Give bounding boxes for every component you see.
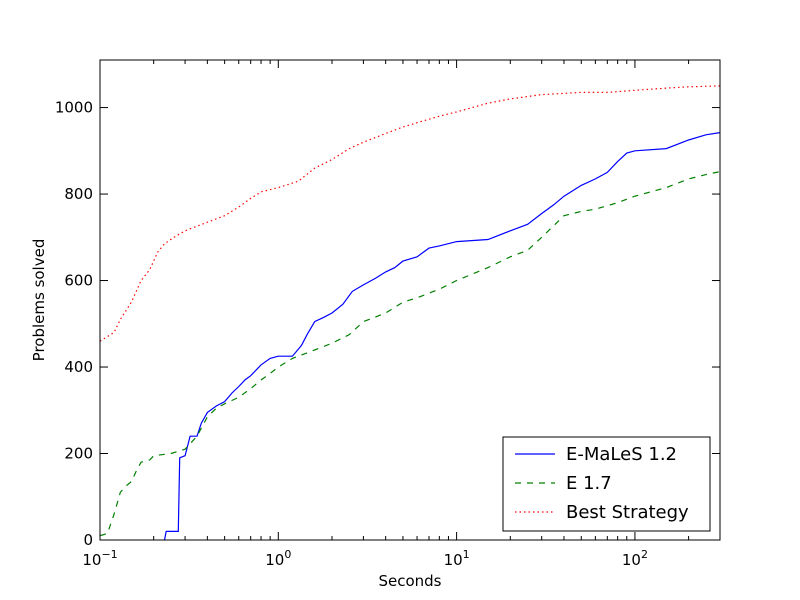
y-tick-label: 400	[64, 358, 93, 376]
x-tick-label: 102	[622, 548, 648, 569]
x-tick-label: 101	[444, 548, 470, 569]
legend-label-1: E 1.7	[566, 473, 612, 494]
legend-label-2: Best Strategy	[566, 502, 689, 523]
plot-frame	[99, 59, 721, 541]
x-tick-label-base: 10	[444, 551, 463, 569]
legend: E-MaLeS 1.2 E 1.7 Best Strategy	[502, 436, 711, 532]
x-tick-label-exponent: 0	[284, 548, 291, 561]
x-tick-label-base: 10	[265, 551, 284, 569]
series-line-1	[99, 171, 721, 537]
x-tick-label-exponent: 1	[463, 548, 470, 561]
x-tick-label: 100	[265, 548, 291, 569]
legend-label-0: E-MaLeS 1.2	[566, 444, 677, 465]
x-tick-label-base: 10	[82, 551, 101, 569]
y-tick-label: 800	[64, 185, 93, 203]
y-tick-label: 1000	[55, 99, 93, 117]
x-tick-label: 10−1	[82, 548, 117, 569]
legend-box	[502, 436, 711, 532]
x-tick-label-exponent: 2	[641, 548, 648, 561]
x-axis-label: Seconds	[378, 572, 441, 590]
series-layer	[99, 85, 721, 541]
y-tick-label: 200	[64, 445, 93, 463]
y-tick-label: 600	[64, 272, 93, 290]
y-tick-label: 0	[83, 531, 93, 549]
series-line-2	[99, 85, 721, 342]
y-axis-label: Problems solved	[30, 239, 48, 362]
x-tick-label-base: 10	[622, 551, 641, 569]
series-line-0	[163, 132, 721, 541]
x-tick-label-exponent: −1	[101, 548, 117, 561]
